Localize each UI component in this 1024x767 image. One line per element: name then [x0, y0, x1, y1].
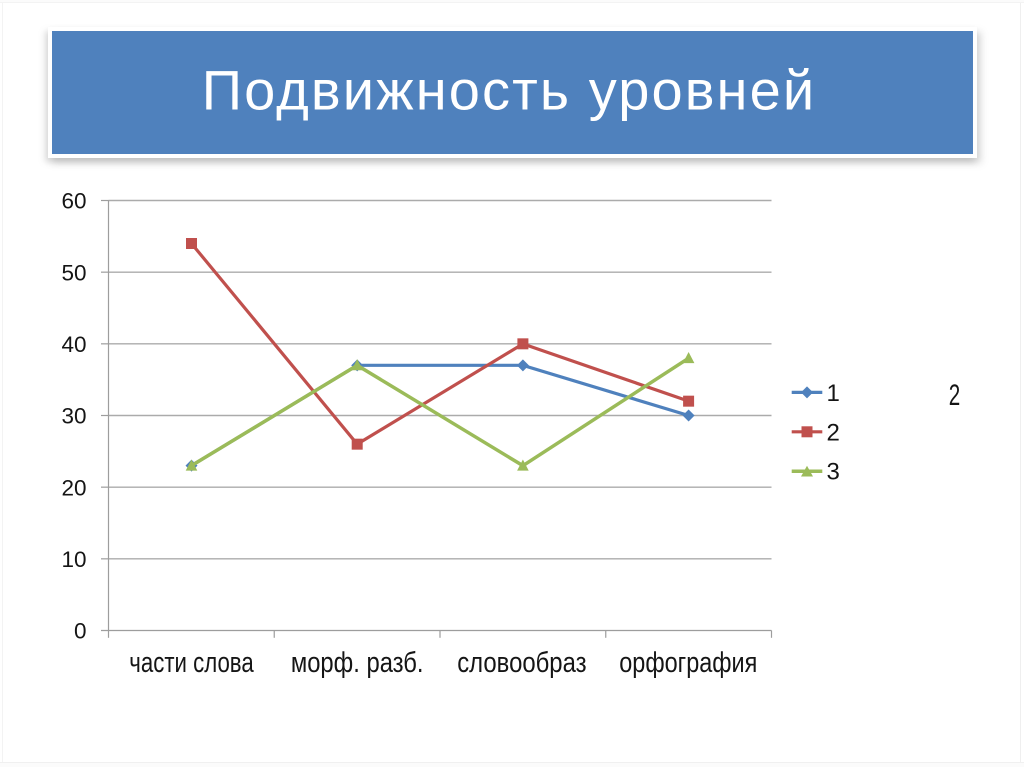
svg-text:части слова: части слова: [129, 647, 254, 679]
svg-text:1: 1: [827, 380, 840, 407]
svg-text:50: 50: [61, 260, 86, 285]
svg-text:60: 60: [61, 189, 86, 214]
svg-text:3: 3: [827, 459, 840, 486]
svg-text:30: 30: [61, 404, 86, 429]
svg-text:20: 20: [61, 475, 86, 500]
svg-text:40: 40: [61, 332, 86, 357]
svg-text:морф. разб.: морф. разб.: [291, 647, 424, 679]
svg-text:10: 10: [61, 547, 86, 572]
svg-text:2: 2: [949, 379, 961, 412]
svg-text:орфография: орфография: [619, 647, 757, 679]
svg-text:словообраз: словообраз: [457, 647, 586, 679]
svg-text:2: 2: [827, 419, 840, 446]
svg-text:0: 0: [74, 619, 87, 644]
